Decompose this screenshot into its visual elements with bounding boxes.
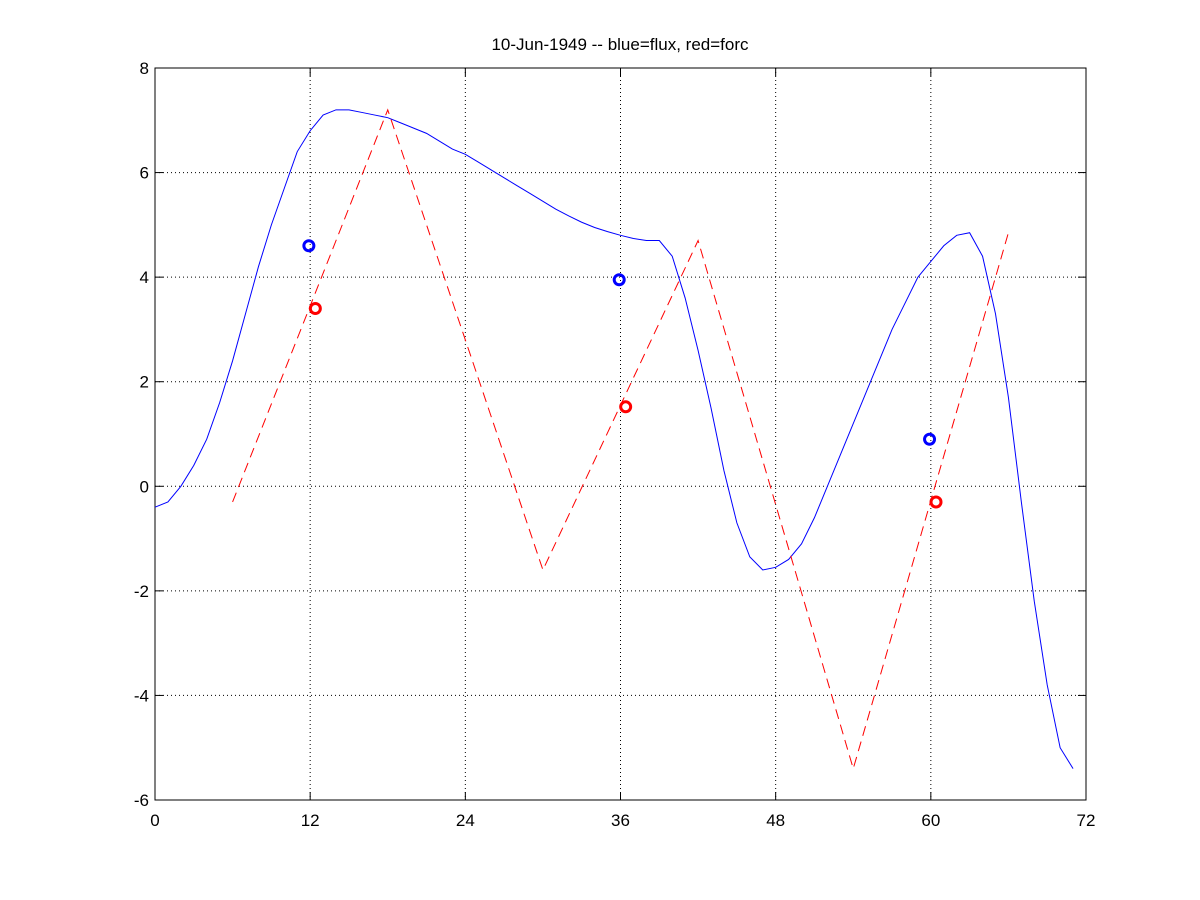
y-tick-label: 0 <box>140 477 149 496</box>
y-tick-label: -2 <box>134 582 149 601</box>
y-tick-label: 4 <box>140 268 149 287</box>
marker <box>923 432 937 446</box>
y-tick-label: 2 <box>140 373 149 392</box>
marker <box>308 302 322 316</box>
marker <box>619 400 633 414</box>
chart-title: 10-Jun-1949 -- blue=flux, red=forc <box>491 35 749 54</box>
x-tick-label: 24 <box>456 811 475 830</box>
x-tick-label: 0 <box>150 811 159 830</box>
y-tick-label: -4 <box>134 686 149 705</box>
marker <box>929 495 943 509</box>
x-tick-label: 60 <box>921 811 940 830</box>
y-tick-label: 8 <box>140 59 149 78</box>
marker <box>302 239 316 253</box>
y-tick-label: 6 <box>140 164 149 183</box>
x-tick-label: 72 <box>1077 811 1096 830</box>
plot-frame <box>154 67 1087 801</box>
marker <box>612 273 626 287</box>
x-tick-label: 36 <box>611 811 630 830</box>
series-line <box>154 109 1074 769</box>
y-tick-label: -6 <box>134 791 149 810</box>
x-tick-label: 48 <box>766 811 785 830</box>
x-tick-label: 12 <box>301 811 320 830</box>
